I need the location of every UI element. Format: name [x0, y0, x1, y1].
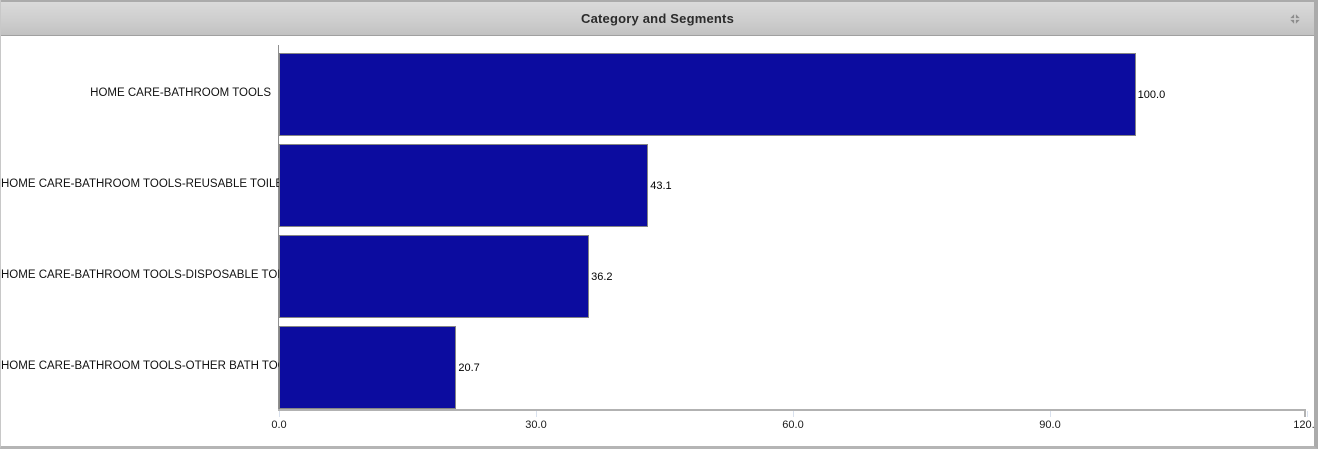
category-label: HOME CARE-BATHROOM TOOLS-DISPOSABLE TOIL… [1, 269, 297, 281]
x-tick-mark [279, 411, 280, 417]
x-axis-end-tick [1304, 409, 1306, 417]
x-tick-label: 120.0 [1293, 419, 1315, 431]
bar[interactable] [279, 326, 457, 409]
category-label: HOME CARE-BATHROOM TOOLS [90, 87, 271, 99]
bar[interactable] [279, 235, 590, 318]
bar-row: HOME CARE-BATHROOM TOOLS-DISPOSABLE TOIL… [1, 227, 1308, 318]
bar-value-label: 100.0 [1137, 89, 1166, 101]
category-label: HOME CARE-BATHROOM TOOLS-OTHER BATH TOO.… [1, 360, 297, 372]
bar-value-label: 20.7 [458, 362, 480, 374]
widget-header: Category and Segments [1, 0, 1314, 36]
category-label: HOME CARE-BATHROOM TOOLS-REUSABLE TOILET… [1, 178, 299, 190]
collapse-arrows-icon[interactable] [1286, 10, 1304, 28]
x-axis: 0.0 30.0 60.0 90.0 120.0 [1, 39, 1314, 446]
x-tick-label: 0.0 [271, 419, 287, 431]
x-tick-mark [1050, 411, 1051, 417]
bar-value-label: 43.1 [650, 180, 672, 192]
bar-row: HOME CARE-BATHROOM TOOLS-REUSABLE TOILET… [1, 136, 1308, 227]
bar-value-label: 36.2 [591, 271, 613, 283]
y-axis-line [278, 45, 279, 409]
bar-row: HOME CARE-BATHROOM TOOLS 100.0 [1, 45, 1308, 136]
x-tick-mark [536, 411, 537, 417]
plot-rows: HOME CARE-BATHROOM TOOLS 100.0 HOME CARE-B… [1, 45, 1308, 409]
x-tick-label: 90.0 [1039, 419, 1061, 431]
x-tick-label: 30.0 [525, 419, 547, 431]
bar[interactable] [279, 144, 649, 227]
x-tick-label: 60.0 [782, 419, 804, 431]
bar[interactable] [279, 53, 1136, 136]
x-tick-mark [1307, 411, 1308, 417]
bar-chart: HOME CARE-BATHROOM TOOLS 100.0 HOME CARE-B… [1, 39, 1314, 446]
widget-title: Category and Segments [580, 11, 734, 26]
x-tick-mark [793, 411, 794, 417]
x-axis-line [278, 409, 1306, 411]
bar-row: HOME CARE-BATHROOM TOOLS-OTHER BATH TOO.… [1, 318, 1308, 409]
